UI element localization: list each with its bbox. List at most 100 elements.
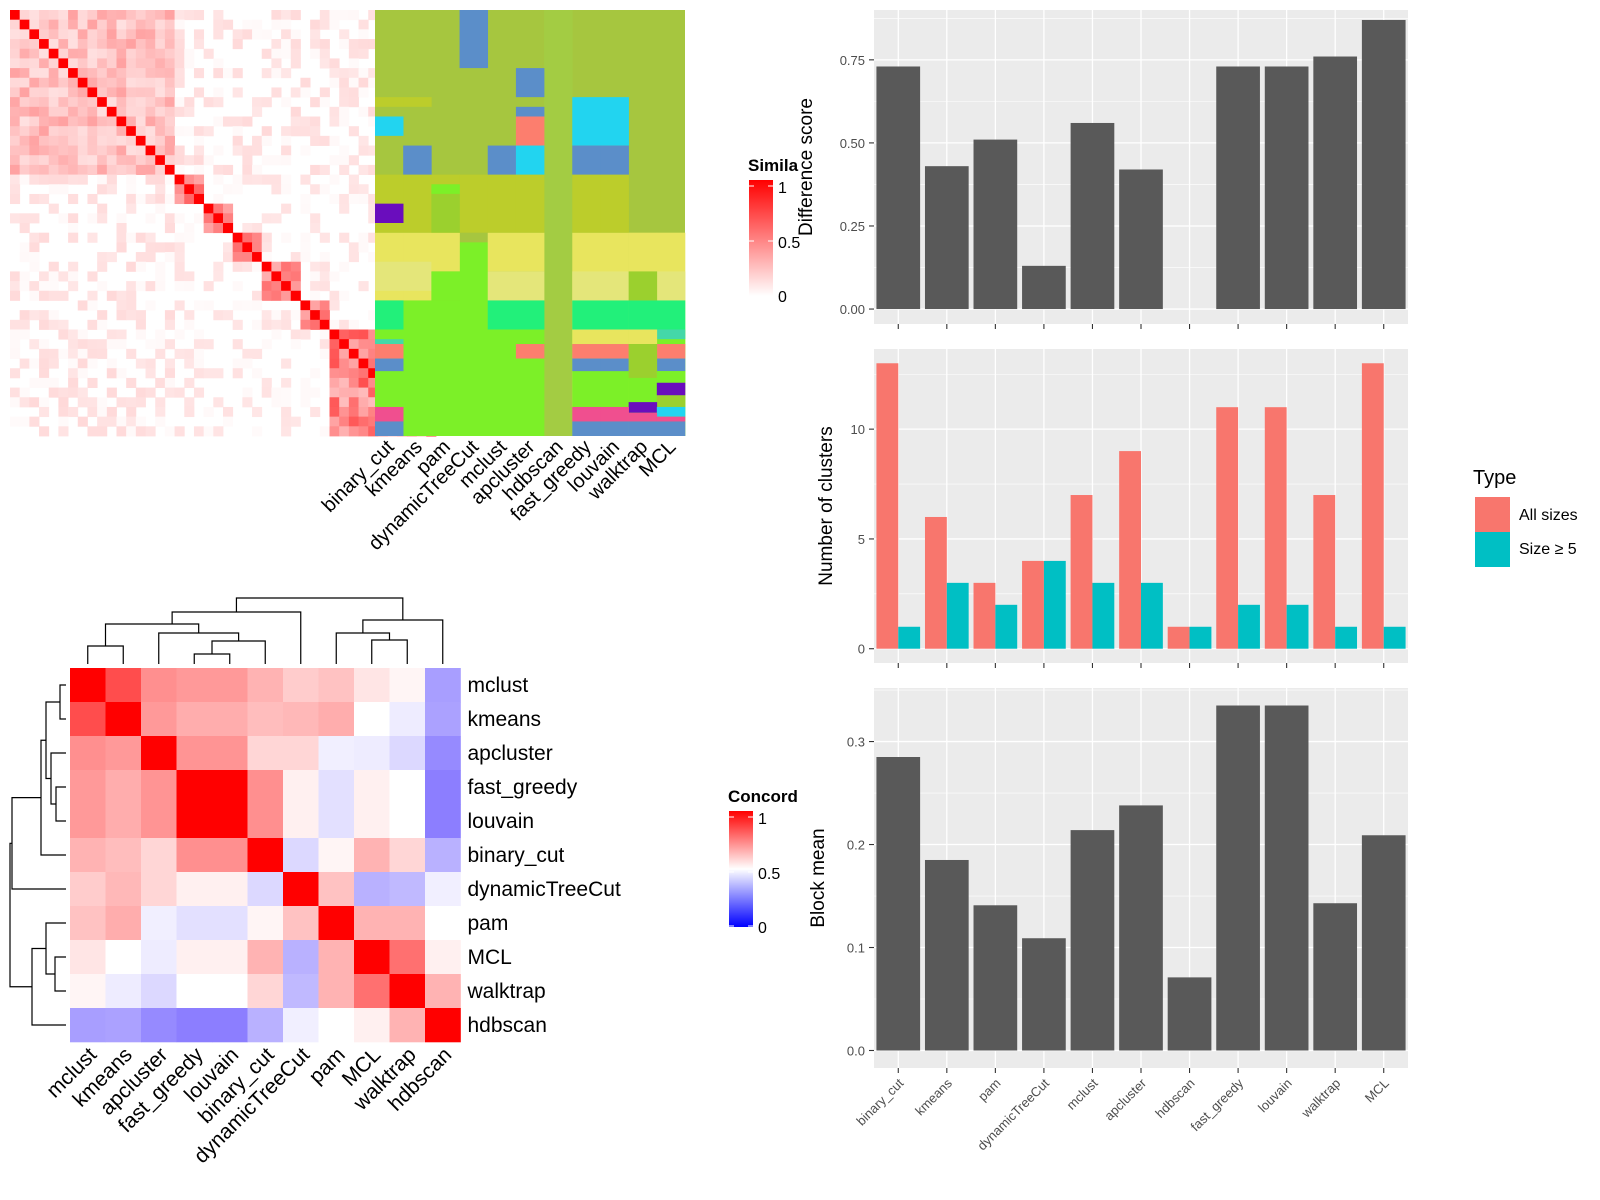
concordance-row-label: binary_cut (468, 844, 565, 867)
x-tick-label: MCL (1362, 1076, 1392, 1106)
concordance-cell (318, 804, 355, 839)
concordance-legend-title: Concord (728, 787, 798, 806)
bar-all-sizes (924, 516, 947, 649)
concordance-cell (354, 702, 390, 737)
concordance-cell (247, 974, 284, 1009)
concordance-row-label: mclust (468, 674, 529, 697)
similarity-legend: Simila 1 0.5 0 (748, 156, 800, 306)
concordance-cell (70, 1008, 106, 1043)
cluster-assignment-grid (375, 10, 686, 436)
concordance-cell (247, 940, 284, 975)
y-tick-label: 0.50 (840, 136, 865, 151)
concordance-legend-tick-0.5: 0.5 (758, 866, 780, 883)
concordance-cell (176, 906, 213, 941)
concordance-cell (105, 940, 142, 975)
concordance-row-label: apcluster (468, 742, 553, 765)
bar-size-ge5 (1189, 626, 1212, 649)
concordance-column-labels: mclustkmeansapclusterfast_greedylouvainb… (42, 1043, 456, 1168)
y-axis-label: Block mean (808, 828, 829, 927)
x-tick-label: mclust (1063, 1075, 1100, 1112)
concordance-cell (212, 838, 248, 873)
y-axis-label: Number of clusters (816, 426, 837, 585)
x-tick-label: binary_cut (853, 1075, 906, 1128)
concordance-cell (70, 940, 106, 975)
concordance-cell (70, 838, 106, 873)
y-tick-label: 0.25 (840, 219, 865, 234)
concordance-cell (425, 668, 461, 703)
concordance-cell (212, 1008, 248, 1043)
concordance-cell (141, 906, 177, 941)
bar-size-ge5 (995, 604, 1018, 649)
concordance-cell (141, 872, 177, 907)
bar (1216, 66, 1260, 310)
concordance-cell (70, 974, 106, 1009)
concordance-cell (176, 702, 213, 737)
y-tick-label: 0.3 (847, 735, 865, 750)
bar (1361, 19, 1406, 310)
concordance-cell (318, 668, 355, 703)
concordance-cell (318, 974, 355, 1009)
concordance-cell (283, 770, 319, 805)
concordance-row-label: dynamicTreeCut (468, 878, 621, 901)
y-tick-label: 5 (858, 532, 865, 547)
concordance-cell (318, 838, 355, 873)
concordance-row-label: hdbscan (468, 1014, 547, 1037)
column-dendrogram (87, 597, 444, 664)
concordance-cell (247, 702, 284, 737)
concordance-cell (389, 668, 426, 703)
concordance-legend-tick-1: 1 (758, 811, 767, 828)
concordance-cell (247, 906, 284, 941)
concordance-cell (354, 838, 390, 873)
concordance-cell (176, 974, 213, 1009)
concordance-cell (212, 770, 248, 805)
concordance-cell (354, 872, 390, 907)
concordance-cell (354, 770, 390, 805)
concordance-legend: Concord 1 0.5 0 (728, 787, 798, 937)
concordance-cell (176, 872, 213, 907)
concordance-row-label: louvain (468, 810, 535, 833)
concordance-row-label: kmeans (468, 708, 542, 731)
concordance-cell (212, 668, 248, 703)
similarity-legend-colorbar (749, 180, 773, 296)
bar (1022, 938, 1066, 1051)
concordance-cell (318, 940, 355, 975)
concordance-cell (283, 736, 319, 771)
concordance-cell (389, 872, 426, 907)
concordance-cell (70, 702, 106, 737)
bar-size-ge5 (1383, 626, 1406, 649)
concordance-cell (176, 668, 213, 703)
concordance-cell (105, 668, 142, 703)
concordance-cell (212, 702, 248, 737)
concordance-cell (212, 736, 248, 771)
concordance-cell (425, 804, 461, 839)
concordance-cell (425, 736, 461, 771)
concordance-cell (354, 668, 390, 703)
concordance-cell (318, 736, 355, 771)
concordance-cell (70, 770, 106, 805)
concordance-cell (283, 940, 319, 975)
concordance-cell (105, 1008, 142, 1043)
concordance-cell (283, 838, 319, 873)
concordance-cell (389, 974, 426, 1009)
bar (924, 166, 969, 310)
concordance-cell (212, 804, 248, 839)
bar (876, 66, 921, 310)
concordance-cell (247, 804, 284, 839)
concordance-heatmap (70, 668, 461, 1043)
concordance-cell (105, 770, 142, 805)
bar-size-ge5 (1043, 560, 1066, 649)
bar-size-ge5 (946, 582, 969, 649)
concordance-cell (354, 736, 390, 771)
concordance-cell (212, 940, 248, 975)
concordance-cell (105, 838, 142, 873)
concordance-cell (318, 872, 355, 907)
y-axis-label: Difference score (796, 98, 817, 236)
similarity-legend-tick-0.5: 0.5 (778, 235, 800, 252)
concordance-cell (176, 736, 213, 771)
y-tick-label: 0 (858, 642, 865, 657)
y-tick-label: 10 (851, 422, 865, 437)
concordance-cell (389, 1008, 426, 1043)
type-legend-label-size-ge5: Size ≥ 5 (1519, 541, 1577, 558)
x-tick-label: pam (975, 1076, 1003, 1104)
